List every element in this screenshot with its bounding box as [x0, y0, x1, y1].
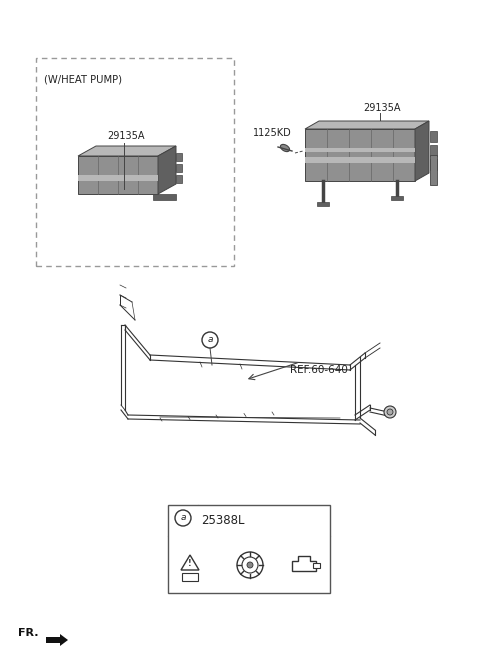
Text: REF.60-640: REF.60-640 [290, 365, 348, 375]
Text: a: a [180, 514, 186, 522]
Text: a: a [207, 335, 213, 344]
Polygon shape [78, 146, 176, 156]
Polygon shape [305, 121, 429, 129]
Text: FR.: FR. [18, 628, 38, 638]
Bar [430, 159, 437, 170]
Polygon shape [46, 634, 68, 646]
Circle shape [387, 409, 393, 415]
Circle shape [237, 552, 263, 578]
Text: !: ! [188, 560, 192, 569]
Bar [36, 58, 234, 266]
Bar [305, 157, 415, 163]
Text: (W/HEAT PUMP): (W/HEAT PUMP) [44, 74, 122, 84]
Bar [78, 175, 158, 180]
Bar [317, 202, 329, 206]
Bar [313, 563, 320, 568]
Bar [430, 131, 437, 142]
Bar [168, 505, 330, 593]
Text: 29135A: 29135A [107, 131, 145, 141]
Text: 25388L: 25388L [201, 514, 245, 527]
Ellipse shape [280, 144, 289, 152]
Bar [430, 155, 437, 185]
Polygon shape [415, 121, 429, 181]
Circle shape [247, 562, 253, 568]
Bar [176, 164, 182, 172]
Circle shape [384, 406, 396, 418]
Text: 1125KD: 1125KD [253, 128, 292, 138]
Bar [176, 153, 182, 161]
Polygon shape [158, 146, 176, 194]
Circle shape [242, 557, 258, 573]
Circle shape [202, 332, 218, 348]
Bar [182, 573, 198, 581]
Bar [305, 129, 415, 181]
Bar [430, 145, 437, 156]
Circle shape [175, 510, 191, 526]
Polygon shape [181, 555, 199, 570]
Bar [176, 175, 182, 183]
Bar [391, 196, 403, 200]
Bar [305, 148, 415, 152]
Bar [78, 156, 158, 194]
Text: 29135A: 29135A [363, 103, 401, 113]
Polygon shape [292, 556, 316, 571]
Bar [153, 194, 176, 200]
